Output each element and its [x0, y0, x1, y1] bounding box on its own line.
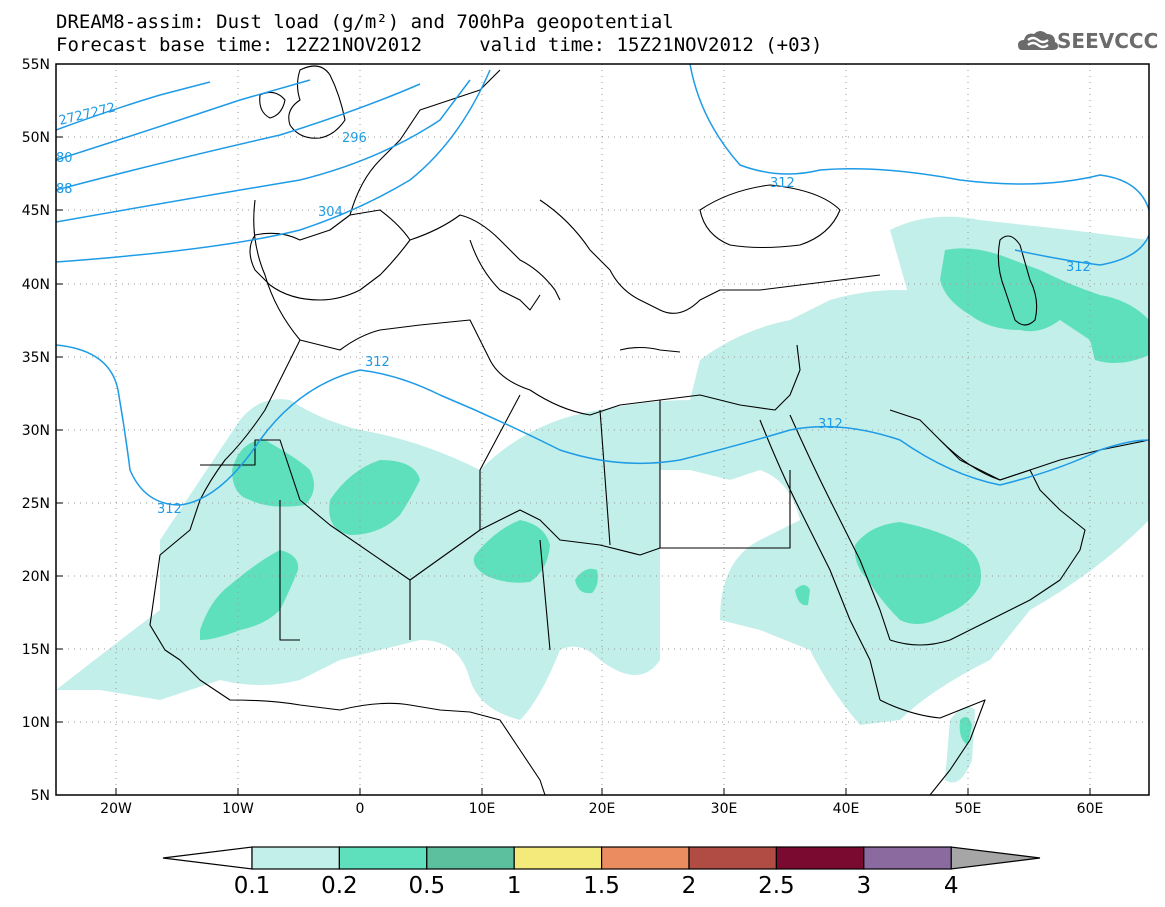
lon-label: 10W: [222, 801, 254, 817]
lon-label: 0: [356, 801, 365, 817]
tick-marks: [56, 63, 1091, 796]
contour-label: 312: [365, 355, 390, 370]
contour-label: 312: [1066, 260, 1091, 275]
logo-text: SEEVCCC: [1057, 29, 1159, 53]
colorbar-label: 3: [856, 873, 871, 899]
chart-subtitle: Forecast base time: 12Z21NOV2012 valid t…: [56, 34, 823, 56]
lon-label: 50E: [955, 801, 982, 817]
colorbar-low-arrow: [162, 846, 253, 870]
colorbar-label: 2: [682, 873, 697, 899]
lat-label: 45N: [22, 203, 50, 219]
latitude-labels: 55N 50N 45N 40N 35N 30N 25N 20N 15N 10N …: [22, 57, 50, 804]
colorbar-label: 1.5: [583, 873, 620, 899]
colorbar-high-arrow: [950, 846, 1041, 870]
lon-label: 40E: [833, 801, 860, 817]
colorbar-label: 2.5: [758, 873, 795, 899]
chart-title: DREAM8-assim: Dust load (g/m²) and 700hP…: [56, 11, 674, 33]
dust-layer-0-1: [56, 216, 1149, 783]
colorbar-label: 1: [507, 873, 522, 899]
lat-label: 5N: [31, 788, 50, 804]
lat-label: 55N: [22, 57, 50, 73]
lon-label: 20W: [100, 801, 132, 817]
longitude-labels: 20W 10W 0 10E 20E 30E 40E 50E 60E: [100, 801, 1103, 817]
contour-label: 296: [342, 131, 367, 146]
lat-label: 30N: [22, 423, 50, 439]
colorbar-label: 4: [944, 873, 959, 899]
graticule: [56, 64, 1149, 795]
lon-label: 20E: [589, 801, 616, 817]
colorbar-swatch: [251, 846, 341, 870]
colorbar-label: 0.1: [234, 873, 271, 899]
lat-label: 35N: [22, 350, 50, 366]
colorbar-swatch: [338, 846, 428, 870]
dust-layer-0-2: [200, 248, 1149, 745]
lat-label: 15N: [22, 642, 50, 658]
lon-label: 30E: [711, 801, 738, 817]
lat-label: 10N: [22, 715, 50, 731]
colorbar-swatch: [863, 846, 952, 870]
lon-label: 10E: [469, 801, 496, 817]
contour-label: 80: [56, 151, 73, 166]
colorbar-swatch: [513, 846, 603, 870]
coastlines: [149, 65, 1149, 795]
lat-label: 20N: [22, 569, 50, 585]
colorbar-swatch: [426, 846, 515, 870]
colorbar-swatch: [688, 846, 778, 870]
lon-label: 60E: [1077, 801, 1104, 817]
lat-label: 40N: [22, 277, 50, 293]
colorbar-swatch: [775, 846, 865, 870]
geopotential-contours: [56, 64, 1149, 506]
contour-label: 312: [157, 502, 182, 517]
colorbar-label: 0.5: [409, 873, 446, 899]
colorbar-swatch: [600, 846, 690, 870]
lat-label: 50N: [22, 130, 50, 146]
contour-label: 88: [56, 182, 73, 197]
cloud-logo-icon: [1018, 31, 1058, 50]
contour-label: 304: [318, 205, 343, 220]
colorbar: 0.1 0.2 0.5 1 1.5 2 2.5 3 4: [162, 846, 1041, 899]
contour-label: 312: [770, 176, 795, 191]
contour-label: 312: [818, 417, 843, 432]
colorbar-label: 0.2: [321, 873, 358, 899]
lat-label: 25N: [22, 496, 50, 512]
